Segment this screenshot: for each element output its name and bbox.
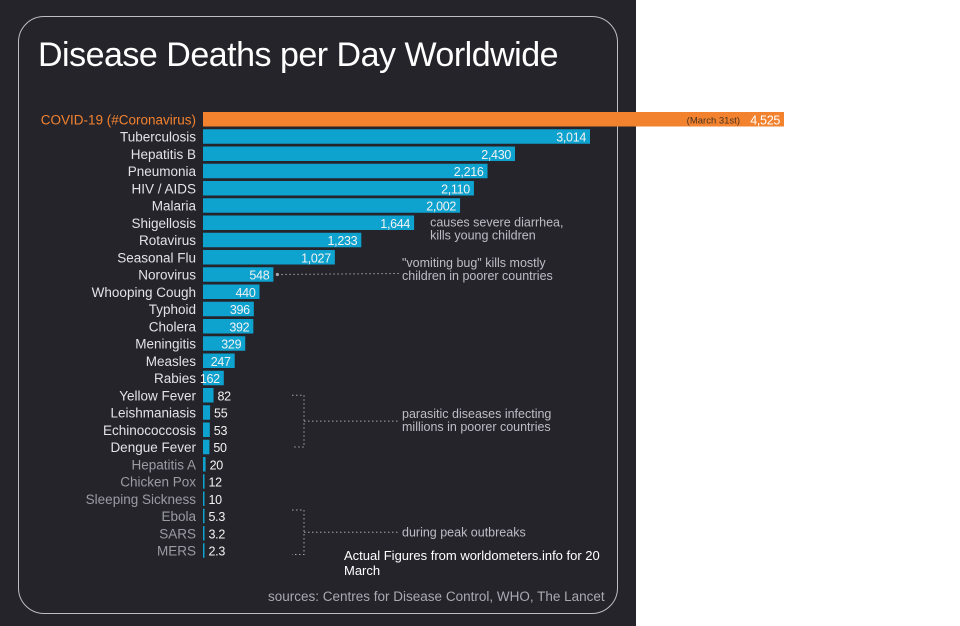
- covid-date-label: (March 31st): [687, 115, 740, 126]
- value-label-measles: 247: [211, 355, 231, 369]
- category-label-hiv-aids: HIV / AIDS: [131, 181, 196, 196]
- value-label-chicken-pox: 12: [209, 476, 223, 490]
- bar-tuberculosis: [203, 129, 590, 144]
- bar-measles: [203, 353, 235, 368]
- category-label-covid-19-coronavirus: COVID-19 (#Coronavirus): [41, 112, 196, 127]
- bar-ebola: [203, 508, 205, 524]
- bar-seasonal-flu: [203, 250, 335, 265]
- annotation-norovirus-line-1: "vomiting bug" kills mostly: [402, 256, 546, 270]
- annotation-shigellosis-line-1: causes severe diarrhea,: [430, 216, 563, 230]
- bar-rabies: [203, 370, 224, 386]
- category-label-seasonal-flu: Seasonal Flu: [117, 250, 196, 265]
- value-label-meningitis: 329: [221, 338, 241, 352]
- bar-norovirus: [203, 267, 274, 282]
- value-label-hepatitis-a: 20: [210, 458, 224, 472]
- value-label-seasonal-flu: 1,027: [301, 251, 331, 265]
- category-label-sleeping-sickness: Sleeping Sickness: [86, 492, 197, 507]
- value-label-norovirus: 548: [249, 269, 269, 283]
- category-label-sars: SARS: [159, 526, 196, 541]
- category-label-yellow-fever: Yellow Fever: [119, 388, 196, 403]
- chart-title: Disease Deaths per Day Worldwide: [38, 36, 559, 74]
- value-label-cholera: 392: [229, 320, 249, 334]
- value-label-sleeping-sickness: 10: [209, 493, 223, 507]
- value-label-sars: 3.2: [209, 527, 226, 541]
- bar-sars: [203, 526, 205, 541]
- value-label-malaria: 2,002: [426, 200, 456, 214]
- category-label-tuberculosis: Tuberculosis: [120, 130, 196, 145]
- category-label-measles: Measles: [146, 354, 197, 369]
- annotation-parasitic-bracket: [292, 394, 305, 448]
- chart-panel: [0, 0, 636, 626]
- annotation-outbreak-line-1: during peak outbreaks: [402, 525, 526, 539]
- value-label-shigellosis: 1,644: [380, 217, 410, 231]
- bar-echinococcosis: [203, 422, 210, 437]
- value-label-hepatitis-b: 2,430: [481, 148, 511, 162]
- bar-hiv-aids: [203, 181, 474, 196]
- bar-yellow-fever: [203, 388, 214, 403]
- bar-chicken-pox: [203, 474, 205, 489]
- category-label-rabies: Rabies: [154, 371, 196, 386]
- value-label-yellow-fever: 82: [218, 389, 232, 403]
- bar-hepatitis-a: [203, 457, 206, 472]
- category-label-hepatitis-b: Hepatitis B: [131, 147, 196, 162]
- bar-typhoid: [203, 301, 254, 317]
- category-label-hepatitis-a: Hepatitis A: [131, 457, 196, 472]
- category-label-norovirus: Norovirus: [138, 268, 196, 283]
- category-label-malaria: Malaria: [152, 199, 197, 214]
- bar-sleeping-sickness: [203, 491, 205, 506]
- category-label-echinococcosis: Echinococcosis: [103, 423, 196, 438]
- value-label-tuberculosis: 3,014: [556, 131, 586, 145]
- annotation-shigellosis-line-2: kills young children: [430, 229, 536, 243]
- category-label-chicken-pox: Chicken Pox: [120, 475, 196, 490]
- category-label-dengue-fever: Dengue Fever: [110, 440, 196, 455]
- sources-text: sources: Centres for Disease Control, WH…: [268, 589, 605, 604]
- category-label-shigellosis: Shigellosis: [131, 216, 196, 231]
- bar-malaria: [203, 198, 461, 213]
- bar-hepatitis-b: [203, 146, 516, 161]
- value-label-mers: 2.3: [209, 545, 226, 559]
- value-label-echinococcosis: 53: [214, 424, 228, 438]
- bar-shigellosis: [203, 215, 415, 230]
- value-label-hiv-aids: 2,110: [441, 182, 470, 196]
- category-label-mers: MERS: [157, 544, 196, 559]
- category-label-typhoid: Typhoid: [149, 302, 196, 317]
- annotation-norovirus-dot: [275, 272, 279, 277]
- value-label-leishmaniasis: 55: [214, 407, 228, 421]
- bar-covid-19-coronavirus: [203, 112, 785, 127]
- annotation-outbreak-bracket: [292, 509, 305, 555]
- bar-meningitis: [203, 336, 246, 351]
- bar-dengue-fever: [203, 439, 210, 455]
- value-label-whooping-cough: 440: [236, 286, 256, 300]
- category-label-meningitis: Meningitis: [135, 337, 196, 352]
- value-label-rabies: 162: [200, 372, 220, 386]
- category-label-whooping-cough: Whooping Cough: [92, 285, 196, 300]
- category-label-ebola: Ebola: [161, 509, 196, 524]
- value-label-rotavirus: 1,233: [328, 234, 358, 248]
- bar-whooping-cough: [203, 284, 260, 299]
- bar-mers: [203, 543, 205, 558]
- note-text: Actual Figures from worldometers.info fo…: [344, 548, 600, 578]
- value-label-pneumonia: 2,216: [454, 165, 484, 179]
- annotation-norovirus-leader: [277, 273, 400, 275]
- bar-rotavirus: [203, 232, 362, 248]
- annotation-parasitic-line-2: millions in poorer countries: [402, 420, 551, 434]
- value-label-ebola: 5.3: [209, 510, 226, 524]
- annotation-norovirus-line-2: children in poorer countries: [402, 269, 553, 283]
- value-label-covid-19-coronavirus: 4,525: [750, 113, 780, 127]
- category-label-pneumonia: Pneumonia: [128, 164, 197, 179]
- category-label-cholera: Cholera: [149, 319, 197, 334]
- value-label-typhoid: 396: [230, 303, 250, 317]
- bar-pneumonia: [203, 163, 488, 179]
- chart-frame: [18, 16, 618, 614]
- bar-cholera: [203, 319, 254, 334]
- category-label-rotavirus: Rotavirus: [139, 233, 196, 248]
- annotation-parasitic-line-1: parasitic diseases infecting: [402, 407, 551, 421]
- category-label-leishmaniasis: Leishmaniasis: [110, 406, 196, 421]
- bar-leishmaniasis: [203, 405, 211, 420]
- value-label-dengue-fever: 50: [213, 441, 227, 455]
